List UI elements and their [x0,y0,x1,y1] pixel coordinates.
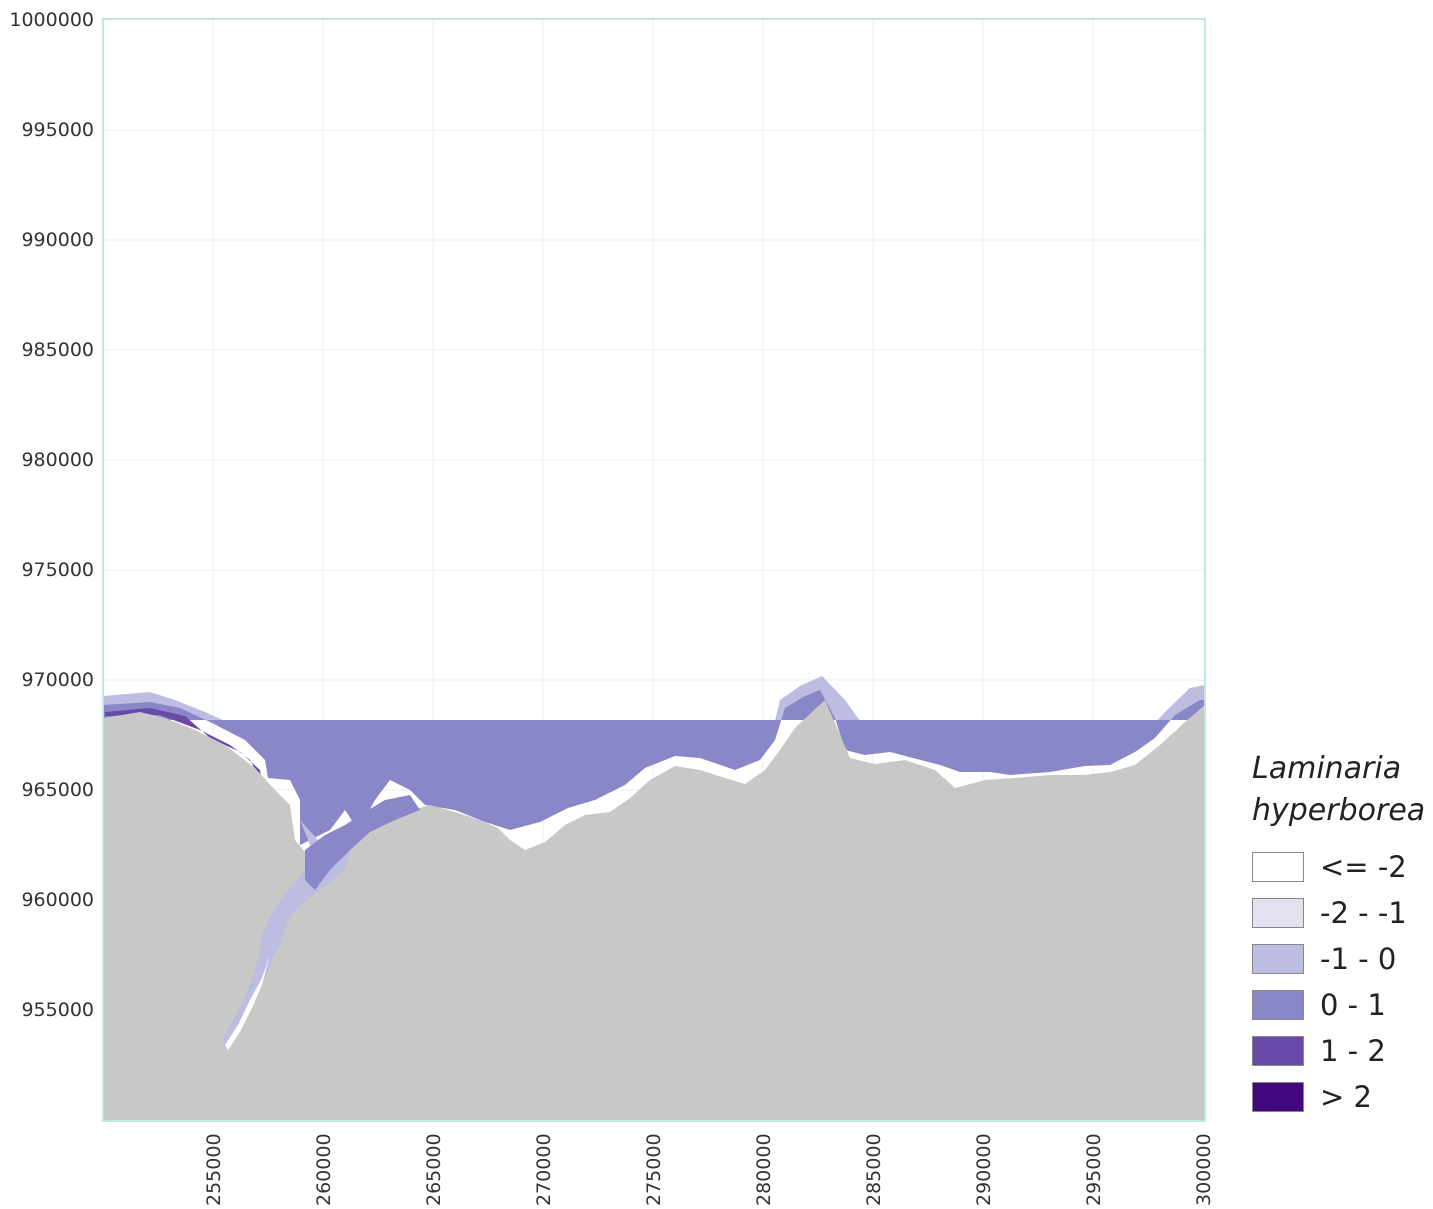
y-tick-label: 970000 [21,669,94,691]
legend-label: -2 - -1 [1320,896,1407,930]
legend-title-line1: Laminaria [1252,751,1402,786]
land-mass [103,700,1205,1120]
x-tick-label: 275000 [643,1133,665,1206]
map-frame [102,18,1206,1122]
estuary-white [225,955,270,1050]
legend-label: -1 - 0 [1320,942,1397,976]
x-tick-label: 285000 [863,1133,885,1206]
legend-swatch [1252,1036,1304,1066]
y-tick-label: 995000 [21,119,94,141]
y-tick-label: 980000 [21,449,94,471]
legend-item: > 2 [1252,1074,1427,1120]
y-tick-label: 975000 [21,559,94,581]
y-tick-label: 990000 [21,229,94,251]
x-tick-label: 295000 [1083,1133,1105,1206]
x-tick-label: 255000 [203,1133,225,1206]
legend-swatch [1252,852,1304,882]
legend-label: <= -2 [1320,850,1407,884]
legend-swatch [1252,1082,1304,1112]
habitat-band-mid [103,690,1205,845]
legend-label: > 2 [1320,1080,1372,1114]
legend-item: <= -2 [1252,844,1427,890]
x-tick-label: 300000 [1193,1133,1215,1206]
legend-item: -1 - 0 [1252,936,1427,982]
legend-item: 1 - 2 [1252,1028,1427,1074]
legend-swatch [1252,944,1304,974]
legend-item: -2 - -1 [1252,890,1427,936]
x-tick-label: 265000 [423,1133,445,1206]
x-tick-label: 260000 [313,1133,335,1206]
x-tick-label: 280000 [753,1133,775,1206]
y-axis: 1000000 995000 990000 985000 980000 9750… [9,9,94,1021]
y-tick-label: 1000000 [9,9,94,31]
y-tick-label: 985000 [21,339,94,361]
legend-label: 1 - 2 [1320,1034,1386,1068]
y-tick-label: 960000 [21,889,94,911]
x-tick-label: 290000 [973,1133,995,1206]
estuary-cut-dark [305,795,420,890]
legend-swatch [1252,990,1304,1020]
legend-title-line2: hyperborea [1252,793,1426,828]
x-axis: 255000 260000 265000 270000 275000 28000… [203,1133,1215,1206]
legend-item: 0 - 1 [1252,982,1427,1028]
x-tick-label: 270000 [533,1133,555,1206]
legend-label: 0 - 1 [1320,988,1386,1022]
y-tick-label: 955000 [21,999,94,1021]
y-tick-label: 965000 [21,779,94,801]
legend: Laminaria hyperborea <= -2 -2 - -1 -1 - … [1252,748,1427,1120]
legend-swatch [1252,898,1304,928]
